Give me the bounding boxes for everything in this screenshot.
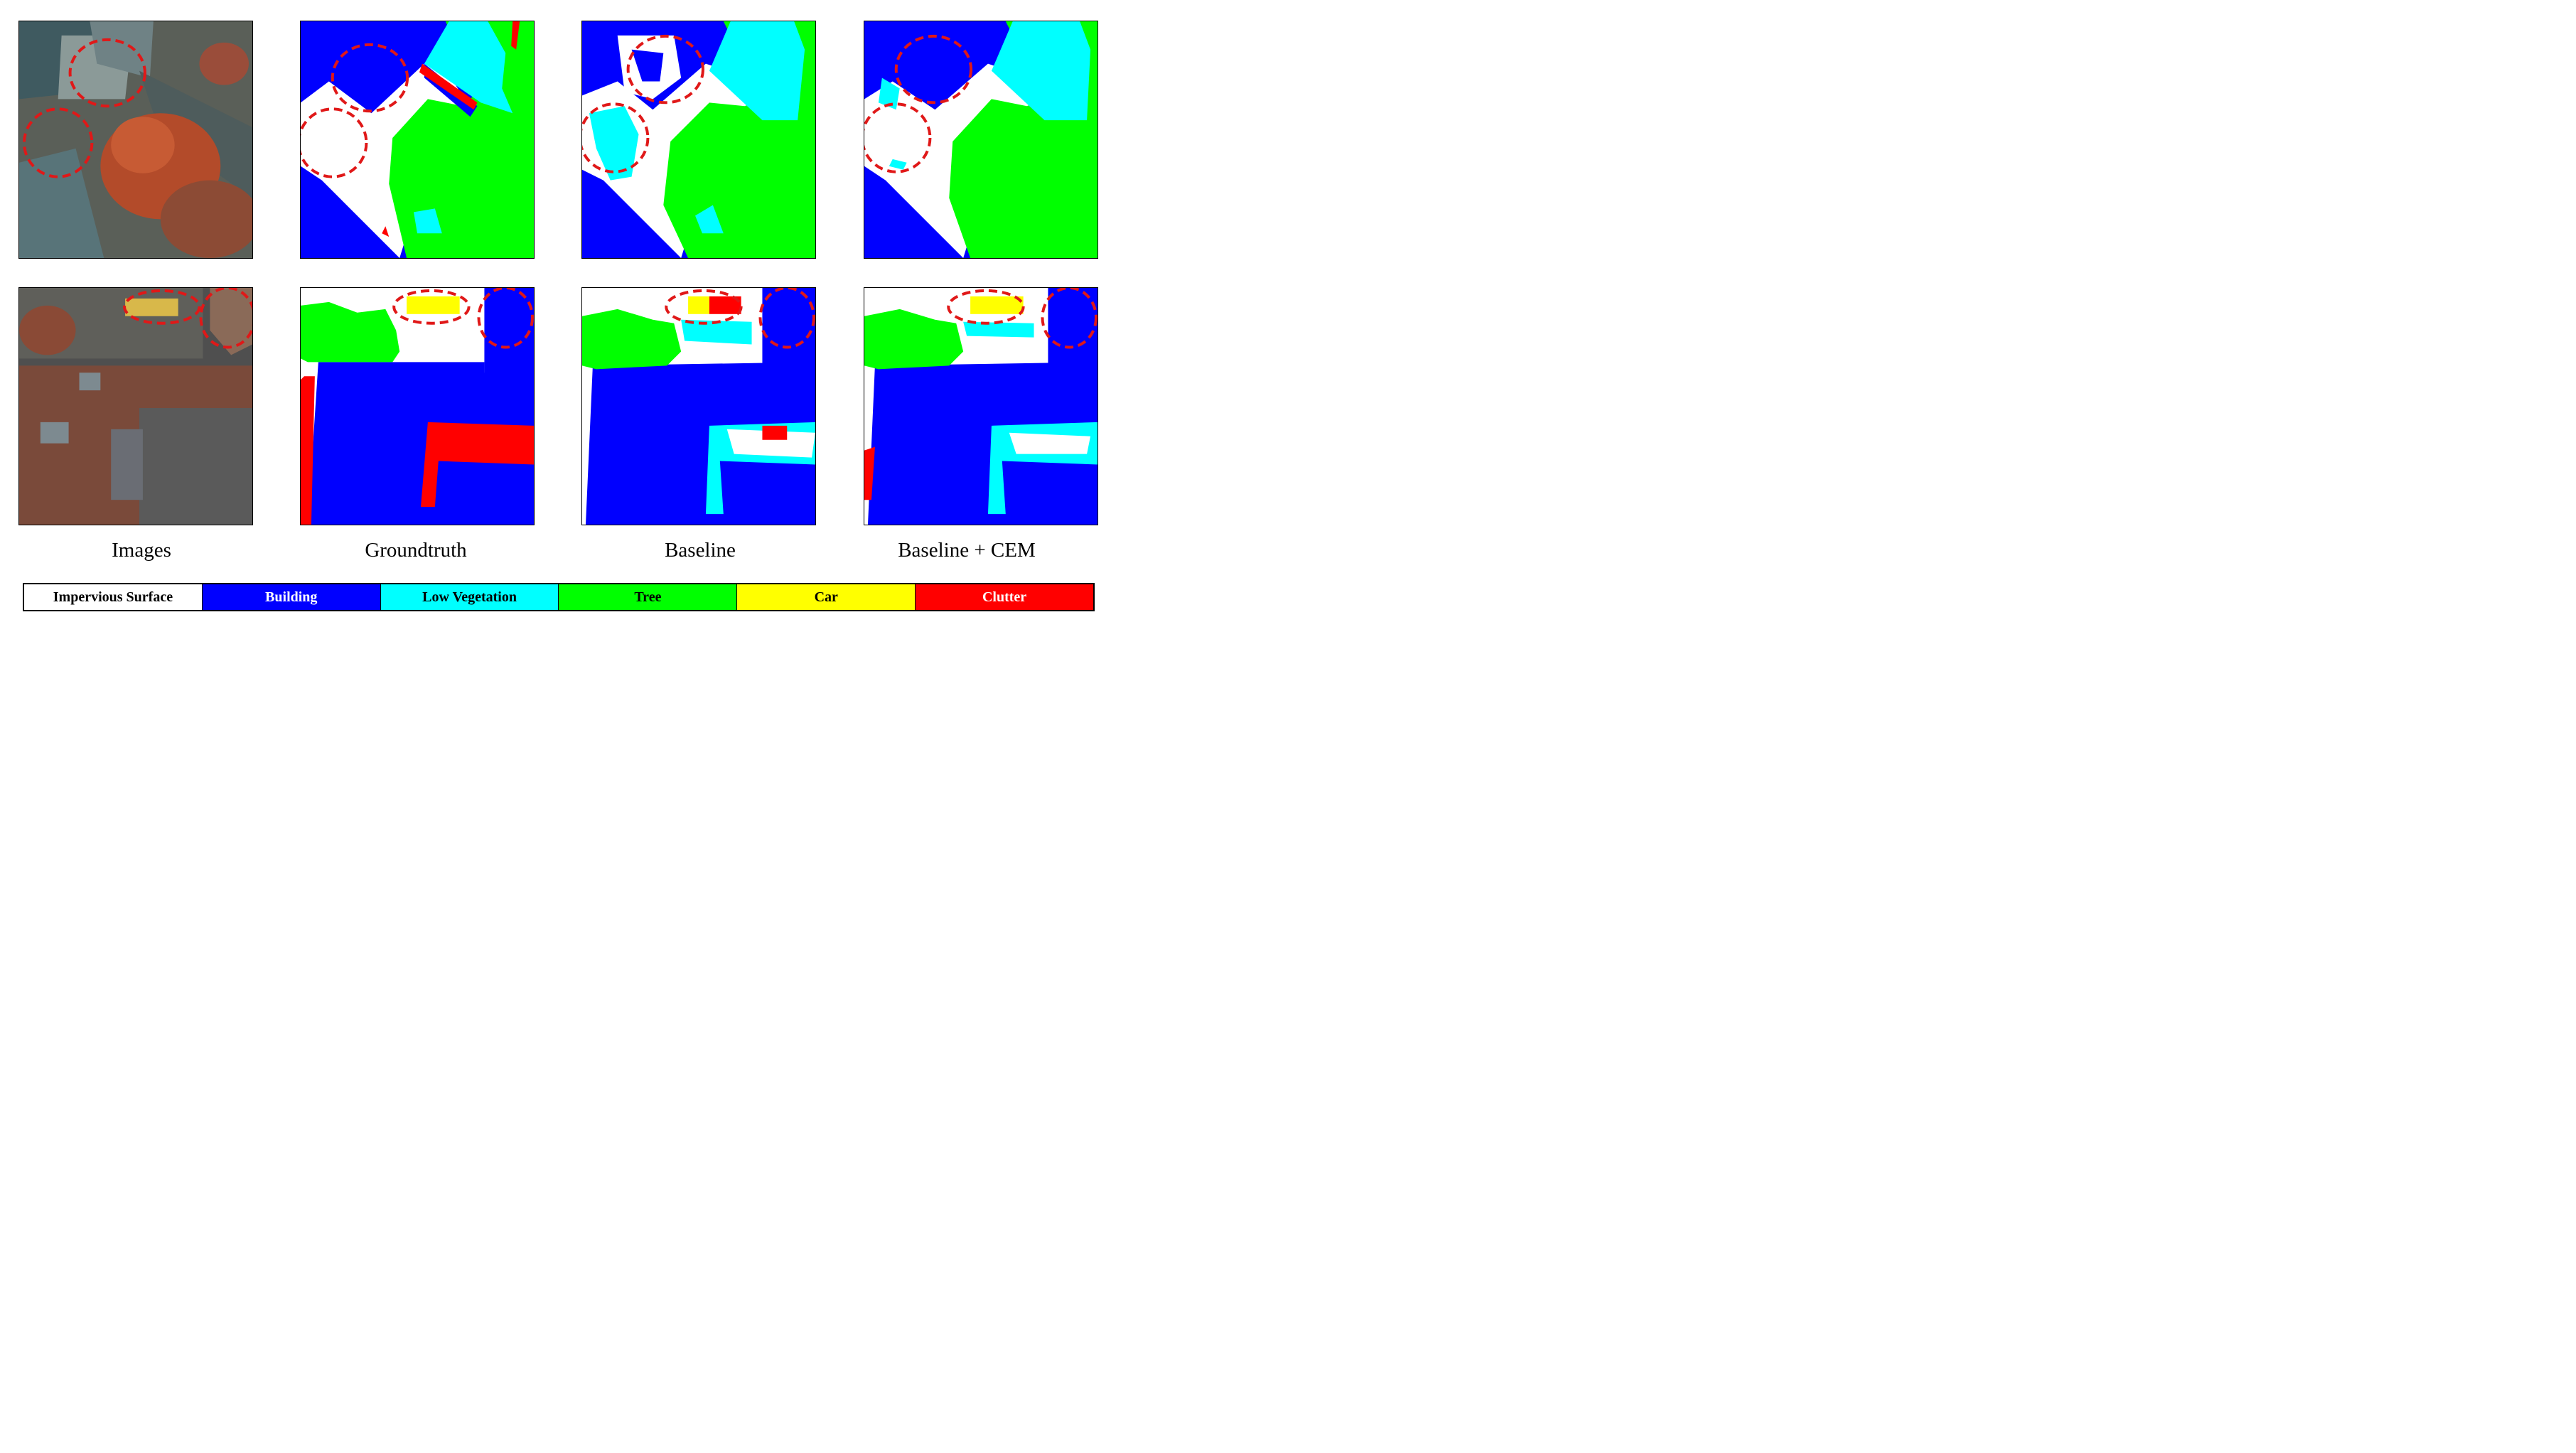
- legend-tree: Tree: [559, 584, 738, 610]
- groundtruth-map-2: [300, 287, 535, 525]
- column-label-baseline-cem: Baseline + CEM: [898, 539, 1036, 562]
- class-legend: Impervious Surface Building Low Vegetati…: [23, 583, 1095, 611]
- baseline-map-2: [581, 287, 816, 525]
- aerial-image-1: [18, 21, 253, 259]
- baseline-cem-map-2: [864, 287, 1098, 525]
- column-label-groundtruth: Groundtruth: [365, 539, 467, 562]
- legend-car: Car: [737, 584, 916, 610]
- legend-clutter: Clutter: [916, 584, 1093, 610]
- aerial-image-2: [18, 287, 253, 525]
- legend-building: Building: [202, 584, 381, 610]
- baseline-cem-map-1: [864, 21, 1098, 259]
- column-label-images: Images: [112, 539, 171, 562]
- legend-impervious-surface: Impervious Surface: [24, 584, 203, 610]
- groundtruth-map-1: [300, 21, 535, 259]
- baseline-map-1: [581, 21, 816, 259]
- legend-low-vegetation: Low Vegetation: [380, 584, 559, 610]
- column-label-baseline: Baseline: [665, 539, 736, 562]
